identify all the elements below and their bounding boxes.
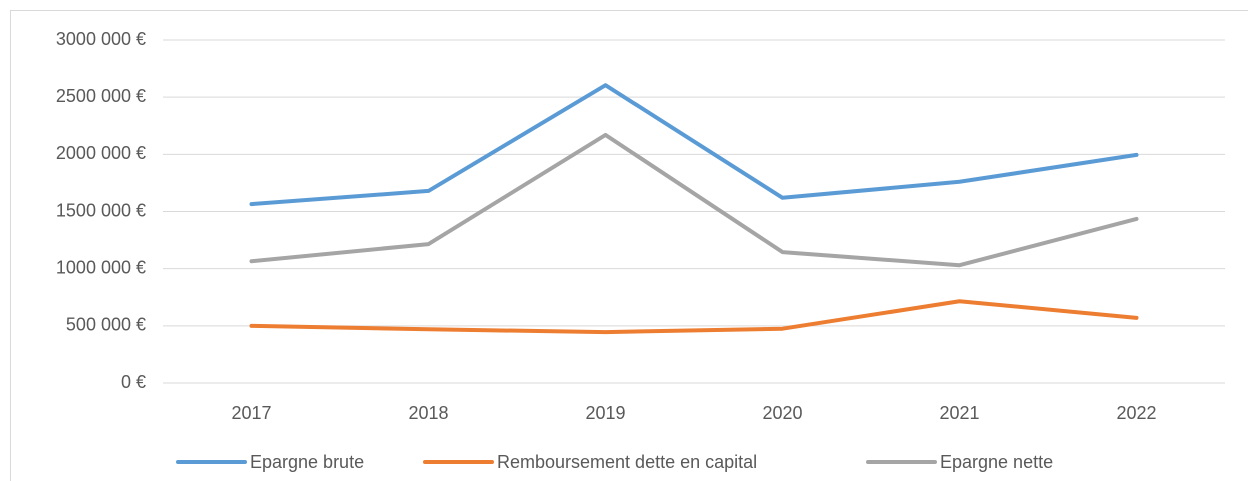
- x-tick-label: 2020: [762, 403, 802, 423]
- x-tick-label: 2021: [939, 403, 979, 423]
- chart-frame: [10, 10, 1248, 481]
- x-tick-label: 2018: [408, 403, 448, 423]
- y-tick-label: 500 000 €: [66, 315, 146, 335]
- y-tick-label: 1000 000 €: [56, 257, 146, 277]
- series-line: [249, 299, 1139, 335]
- y-tick-label: 2500 000 €: [56, 86, 146, 106]
- y-tick-label: 2000 000 €: [56, 143, 146, 163]
- series-line: [249, 132, 1139, 268]
- x-tick-label: 2022: [1116, 403, 1156, 423]
- x-tick-label: 2019: [585, 403, 625, 423]
- legend-label: Epargne brute: [250, 452, 364, 472]
- y-tick-label: 0 €: [121, 372, 146, 392]
- legend-label: Remboursement dette en capital: [497, 452, 757, 472]
- y-tick-label: 1500 000 €: [56, 200, 146, 220]
- y-tick-label: 3000 000 €: [56, 29, 146, 49]
- legend-label: Epargne nette: [940, 452, 1053, 472]
- x-tick-label: 2017: [231, 403, 271, 423]
- series-line: [249, 83, 1139, 207]
